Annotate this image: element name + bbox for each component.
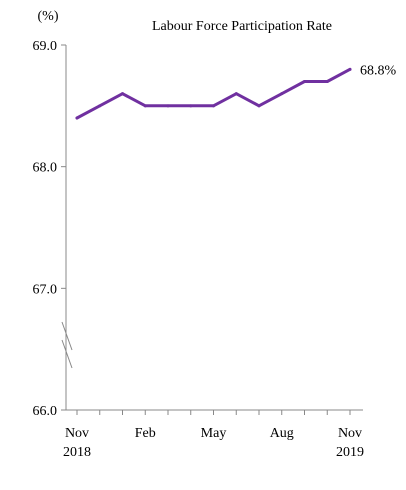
x-tick-label: Nov xyxy=(65,426,89,441)
y-tick-label: 69.0 xyxy=(33,39,58,54)
data-point xyxy=(212,104,215,108)
x-tick-label-year: 2018 xyxy=(63,445,91,460)
data-point xyxy=(234,92,238,96)
data-point xyxy=(121,92,124,96)
axis-break-marker xyxy=(61,321,73,369)
x-tick-label: May xyxy=(201,426,227,441)
x-tick-label: Feb xyxy=(135,426,156,441)
data-point xyxy=(189,104,193,108)
x-tick-label: Aug xyxy=(270,426,294,441)
data-point xyxy=(280,92,284,96)
data-point xyxy=(348,67,352,71)
data-point xyxy=(98,104,102,108)
x-tick-label: Nov xyxy=(338,426,362,441)
data-point xyxy=(143,104,147,108)
data-point xyxy=(75,116,79,120)
y-tick-label: 68.0 xyxy=(33,161,58,176)
chart-title: Labour Force Participation Rate xyxy=(152,19,332,34)
axis-break-slash xyxy=(61,321,73,351)
y-axis-unit-label: (%) xyxy=(38,9,59,24)
y-tick-label: 66.0 xyxy=(33,404,58,419)
data-point xyxy=(166,104,170,108)
y-tick-label: 67.0 xyxy=(33,282,58,297)
end-value-label: 68.8% xyxy=(360,63,397,78)
x-axis: Nov 2018 Feb May Aug Nov 2019 xyxy=(63,409,364,460)
data-point xyxy=(325,80,329,83)
series-group xyxy=(75,67,352,120)
axis-break-slash xyxy=(61,339,73,369)
data-point xyxy=(257,104,261,108)
y-axis: 69.0 68.0 67.0 66.0 xyxy=(33,39,67,419)
data-point xyxy=(303,80,306,83)
x-tick-label-year: 2019 xyxy=(336,445,364,460)
series-line xyxy=(75,67,352,120)
